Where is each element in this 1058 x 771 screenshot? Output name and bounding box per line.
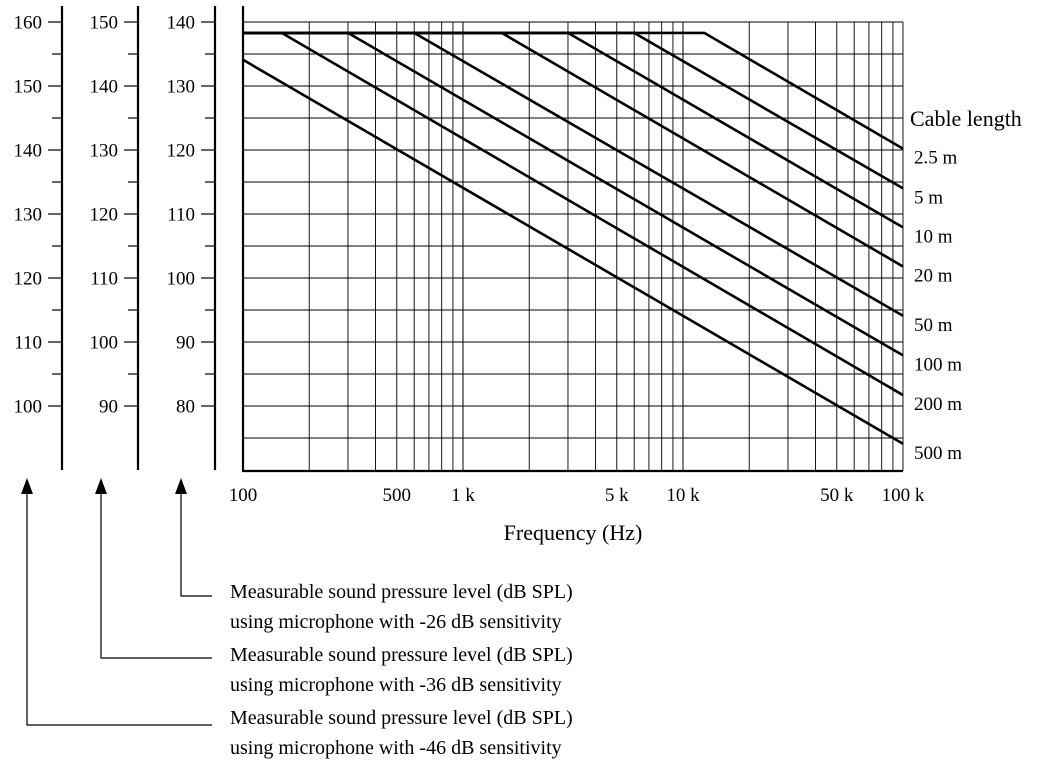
grid	[243, 21, 904, 471]
x-tick-label: 10 k	[666, 485, 700, 506]
y-tick-label: 140	[14, 141, 43, 162]
x-tick-label: 5 k	[605, 485, 629, 506]
y-tick-label: 150	[14, 77, 43, 98]
cable-label: 10 m	[914, 226, 953, 247]
arrow-head-icon	[95, 478, 107, 494]
legend-connector	[180, 492, 212, 597]
arrow-head-icon	[21, 478, 33, 494]
axis-legend-line: Measurable sound pressure level (dB SPL)	[230, 581, 573, 603]
axis-legend-line: using microphone with -46 dB sensitivity	[230, 737, 562, 759]
arrow-head-icon	[175, 478, 187, 494]
cable-label: 2.5 m	[914, 148, 958, 169]
axis-legend-line: Measurable sound pressure level (dB SPL)	[230, 707, 573, 729]
x-tick-label: 100	[229, 485, 258, 506]
axis-legend-line: using microphone with -26 dB sensitivity	[230, 611, 562, 633]
x-tick-labels: 100 500 1 k 5 k 10 k 50 k 100 k	[229, 485, 925, 506]
x-tick-label: 50 k	[820, 485, 854, 506]
cable-label: 50 m	[914, 315, 953, 336]
y-tick-label: 100	[90, 333, 119, 354]
cable-label: 20 m	[914, 265, 953, 286]
axis-legend-line: using microphone with -36 dB sensitivity	[230, 674, 562, 696]
cable-length-labels: 2.5 m 5 m 10 m 20 m 50 m 100 m 200 m 500 m	[914, 148, 962, 464]
legend-connector	[100, 492, 212, 659]
y-scales: 160 150 140 130 120 110 100 150 140 130 120 110 100 9…	[14, 6, 217, 470]
legend-connector	[26, 492, 212, 726]
axis-legend-line: Measurable sound pressure level (dB SPL)	[230, 644, 573, 666]
x-axis-label: Frequency (Hz)	[504, 520, 643, 545]
x-tick-label: 100 k	[882, 485, 925, 506]
series-lines	[242, 31, 904, 445]
y-tick-label: 120	[90, 205, 119, 226]
x-tick-label: 1 k	[451, 485, 475, 506]
series-line-100m	[243, 31, 904, 357]
y-tick-label: 150	[90, 13, 119, 34]
y-tick-label: 110	[14, 333, 42, 354]
y-tick-label: 120	[167, 141, 196, 162]
y-tick-label: 160	[14, 13, 43, 34]
y-tick-label: 130	[90, 141, 119, 162]
y-tick-label: 80	[176, 397, 195, 418]
y-tick-label: 90	[176, 333, 195, 354]
axes	[241, 6, 903, 473]
y-tick-label: 120	[14, 269, 43, 290]
x-tick-label: 500	[383, 485, 412, 506]
cable-label: 5 m	[914, 187, 943, 208]
y-tick-label: 130	[14, 205, 43, 226]
cable-length-title: Cable length	[910, 106, 1022, 131]
cable-label: 100 m	[914, 354, 962, 375]
series-line-500m	[242, 58, 904, 445]
axis-legends: Measurable sound pressure level (dB SPL)…	[21, 478, 573, 759]
cable-label: 500 m	[914, 443, 962, 464]
y-tick-label: 100	[167, 269, 196, 290]
y-tick-label: 110	[167, 205, 195, 226]
series-line-200m	[243, 31, 904, 397]
y-tick-label: 140	[167, 13, 196, 34]
y-tick-label: 100	[14, 397, 43, 418]
y-tick-label: 140	[90, 77, 119, 98]
y-tick-label: 130	[167, 77, 196, 98]
cable-label: 200 m	[914, 394, 962, 415]
y-tick-label: 90	[99, 397, 118, 418]
y-tick-label: 110	[90, 269, 118, 290]
